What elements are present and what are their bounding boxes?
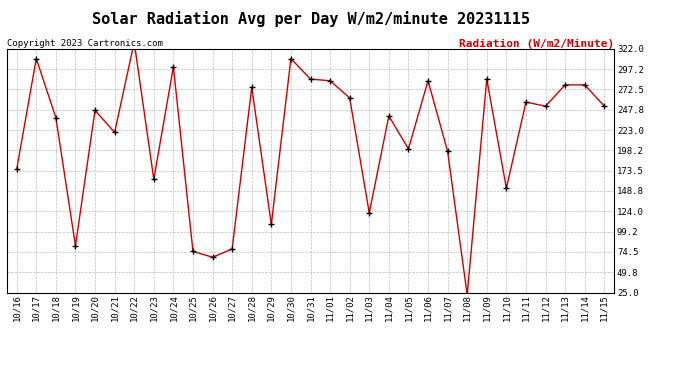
Text: Solar Radiation Avg per Day W/m2/minute 20231115: Solar Radiation Avg per Day W/m2/minute … <box>92 11 529 27</box>
Text: Copyright 2023 Cartronics.com: Copyright 2023 Cartronics.com <box>7 39 163 48</box>
Text: Radiation (W/m2/Minute): Radiation (W/m2/Minute) <box>459 39 614 50</box>
